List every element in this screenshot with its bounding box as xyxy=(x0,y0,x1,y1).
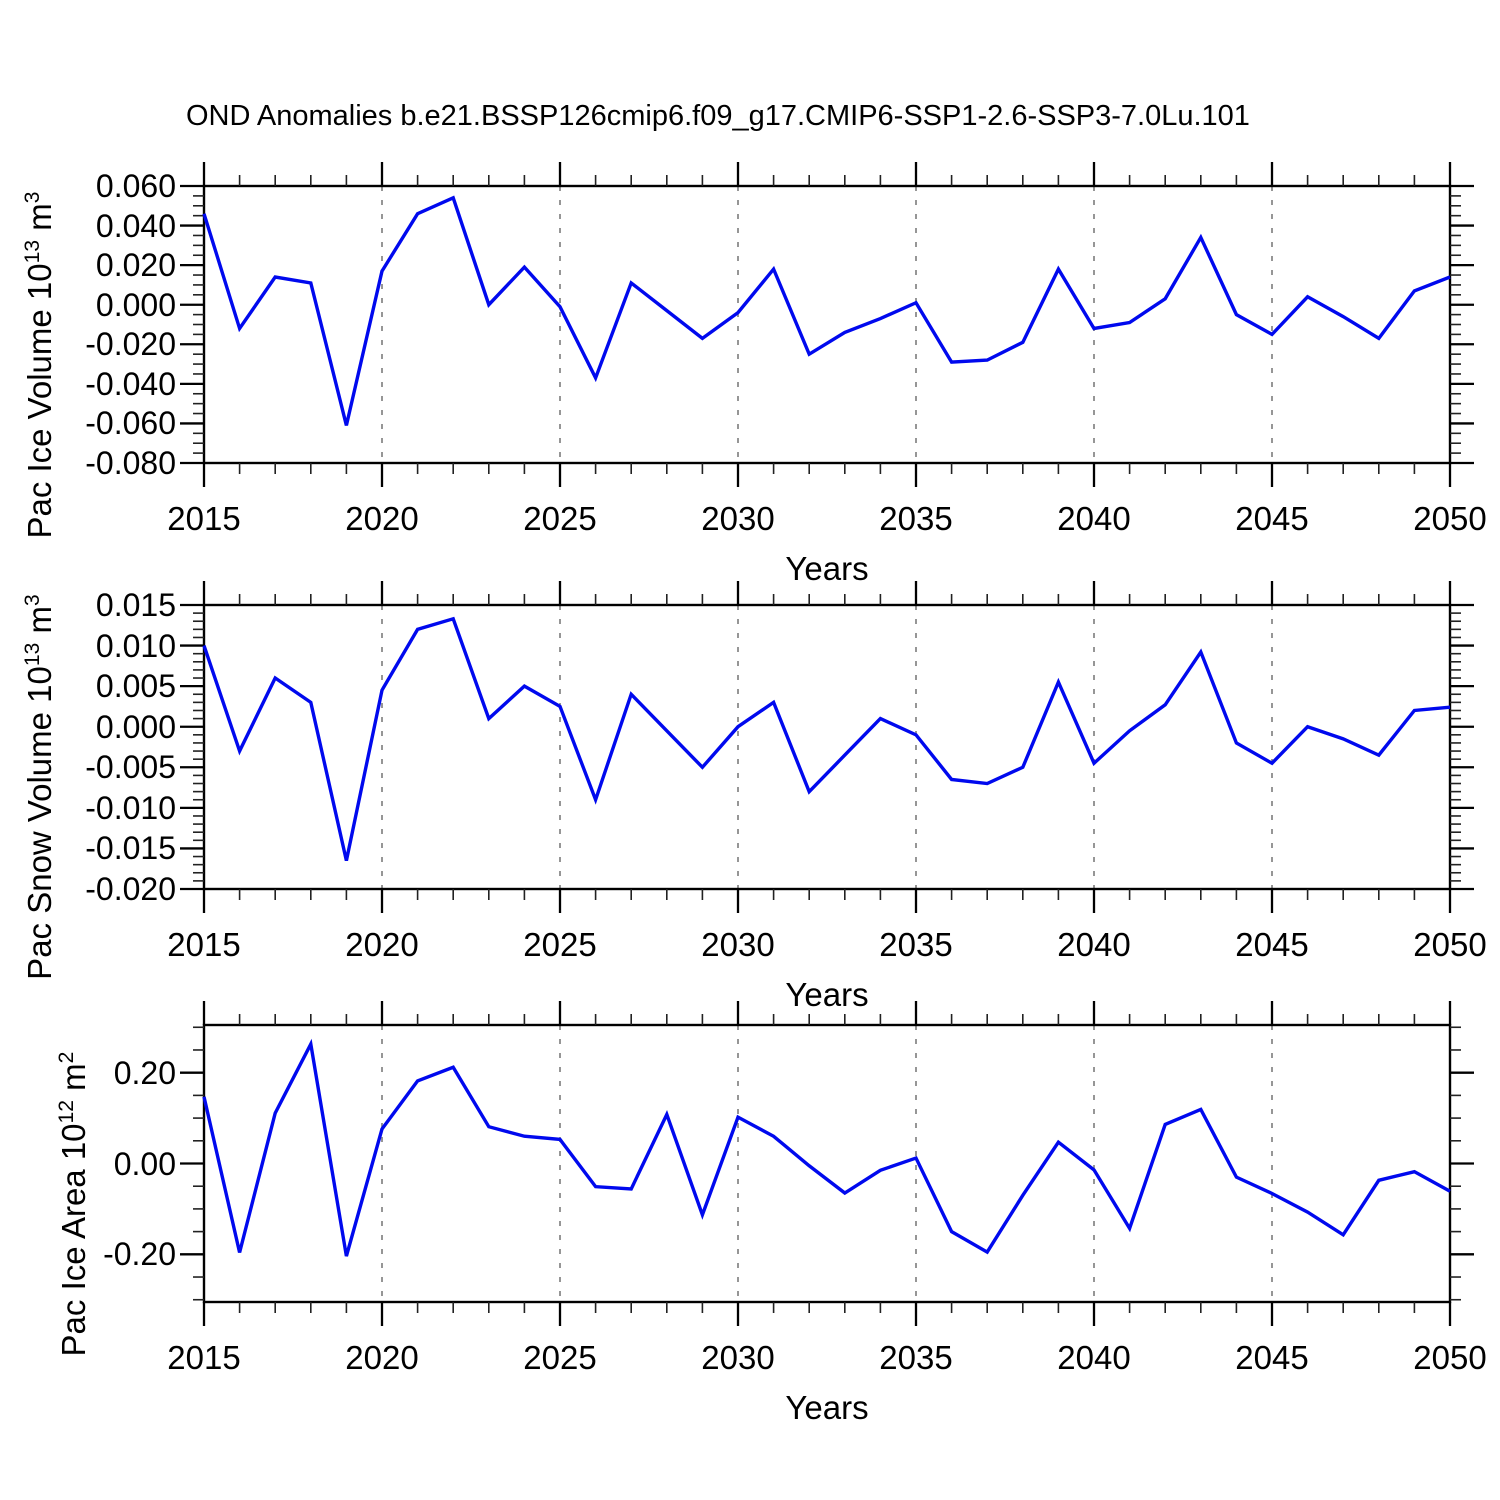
y-axis-title-text: m xyxy=(21,605,58,643)
x-tick-label: 2045 xyxy=(1235,1339,1309,1376)
x-tick-label: 2030 xyxy=(701,926,775,963)
data-line-pac-ice-area xyxy=(202,1038,1451,1257)
y-tick-label: 0.000 xyxy=(95,286,176,323)
y-axis-title-superscript: 13 xyxy=(21,642,44,667)
y-axis-title-superscript: 13 xyxy=(21,239,44,263)
y-tick-label: -0.080 xyxy=(85,445,176,481)
data-line-pac-snow-volume xyxy=(202,616,1451,861)
x-tick-label: 2025 xyxy=(523,500,597,537)
y-axis-title: Pac Ice Area 1012 m2 xyxy=(53,854,95,1500)
y-tick-label: 0.020 xyxy=(95,247,176,284)
y-axis-title-superscript: 12 xyxy=(55,1099,78,1123)
x-tick-label: 2050 xyxy=(1413,500,1487,537)
y-tick-label: -0.005 xyxy=(85,749,176,786)
axis-frame xyxy=(202,1023,1452,1304)
x-tick-label: 2045 xyxy=(1235,500,1309,537)
x-tick-label: 2020 xyxy=(345,926,419,963)
x-tick-label: 2050 xyxy=(1413,926,1487,963)
x-tick-label: 2015 xyxy=(167,500,241,537)
x-tick-label: 2035 xyxy=(879,1339,953,1376)
x-tick-label: 2025 xyxy=(523,1339,597,1376)
y-axis-title-superscript: 3 xyxy=(21,594,44,606)
y-tick-label: -0.020 xyxy=(85,871,176,907)
y-tick-label: 0.20 xyxy=(113,1054,176,1091)
x-tick-label: 2020 xyxy=(345,500,419,537)
y-axis-title-text: Pac Ice Area 10 xyxy=(55,1122,92,1356)
y-tick-label: 0.005 xyxy=(95,668,176,705)
x-tick-label: 2015 xyxy=(167,1339,241,1376)
y-tick-label: -0.20 xyxy=(103,1236,176,1273)
x-tick-label: 2035 xyxy=(879,500,953,537)
x-tick-label: 2020 xyxy=(345,1339,419,1376)
y-axis-title-text: m xyxy=(21,202,58,240)
y-tick-label: -0.040 xyxy=(85,365,176,402)
x-tick-label: 2025 xyxy=(523,926,597,963)
y-tick-label: -0.010 xyxy=(85,789,176,826)
y-tick-label: 0.040 xyxy=(95,207,176,244)
figure-title: OND Anomalies b.e21.BSSP126cmip6.f09_g17… xyxy=(186,100,1250,132)
y-tick-label: 0.010 xyxy=(95,627,176,664)
data-line-pac-ice-volume xyxy=(202,195,1451,426)
y-tick-label: 0.060 xyxy=(95,168,176,204)
x-tick-label: 2040 xyxy=(1057,926,1131,963)
y-axis-title-superscript: 2 xyxy=(55,1051,78,1063)
y-tick-label: -0.020 xyxy=(85,326,176,363)
x-tick-label: 2030 xyxy=(701,1339,775,1376)
x-tick-label: 2045 xyxy=(1235,926,1309,963)
x-tick-label: 2040 xyxy=(1057,1339,1131,1376)
axis-frame xyxy=(202,603,1452,891)
x-tick-label: 2030 xyxy=(701,500,775,537)
x-tick-label: 2015 xyxy=(167,926,241,963)
y-tick-label: -0.015 xyxy=(85,830,176,867)
y-tick-label: -0.060 xyxy=(85,405,176,442)
y-axis-title-superscript: 3 xyxy=(21,190,44,203)
y-tick-label: 0.015 xyxy=(95,587,176,623)
x-tick-label: 2035 xyxy=(879,926,953,963)
y-tick-label: 0.000 xyxy=(95,708,176,745)
x-tick-label: 2040 xyxy=(1057,500,1131,537)
axis-frame xyxy=(202,184,1452,465)
y-axis-title-text: m xyxy=(55,1062,92,1100)
x-axis-title: Years xyxy=(785,550,869,587)
x-axis-title: Years xyxy=(785,1389,869,1426)
x-axis-title: Years xyxy=(785,976,869,1013)
x-tick-label: 2050 xyxy=(1413,1339,1487,1376)
y-tick-label: 0.00 xyxy=(113,1145,176,1182)
